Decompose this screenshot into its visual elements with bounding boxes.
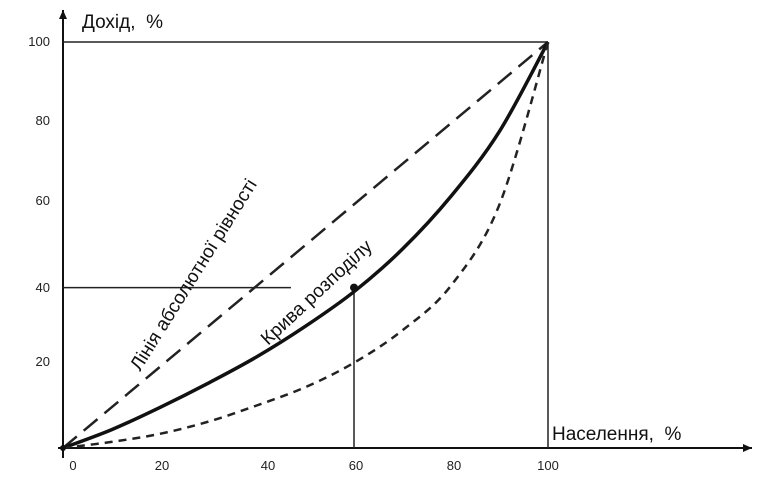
x-tick-label: 80 [447, 458, 461, 473]
x-axis-title: Населення, % [552, 424, 681, 445]
x-tick-label: 60 [349, 458, 363, 473]
unequal-distribution-curve [62, 41, 550, 450]
distribution-curve [62, 41, 550, 450]
origin-point-marker [60, 445, 66, 451]
y-axis-title: Дохід, % [82, 12, 163, 33]
x-tick-label: 40 [261, 458, 275, 473]
y-tick-label: 20 [36, 354, 50, 369]
y-tick-label: 40 [36, 280, 50, 295]
y-tick-label: 100 [28, 34, 50, 49]
y-tick-label: 60 [36, 193, 50, 208]
distribution-curve-label: Крива розподілу [257, 236, 377, 350]
distribution-point-marker [350, 283, 358, 292]
equality-line [62, 41, 549, 449]
x-tick-label: 100 [537, 458, 559, 473]
x-tick-label: 0 [69, 458, 76, 473]
x-tick-label: 20 [155, 458, 169, 473]
y-tick-label: 80 [36, 113, 50, 128]
equality-line-label: Лінія абсолютної рівності [126, 176, 261, 375]
